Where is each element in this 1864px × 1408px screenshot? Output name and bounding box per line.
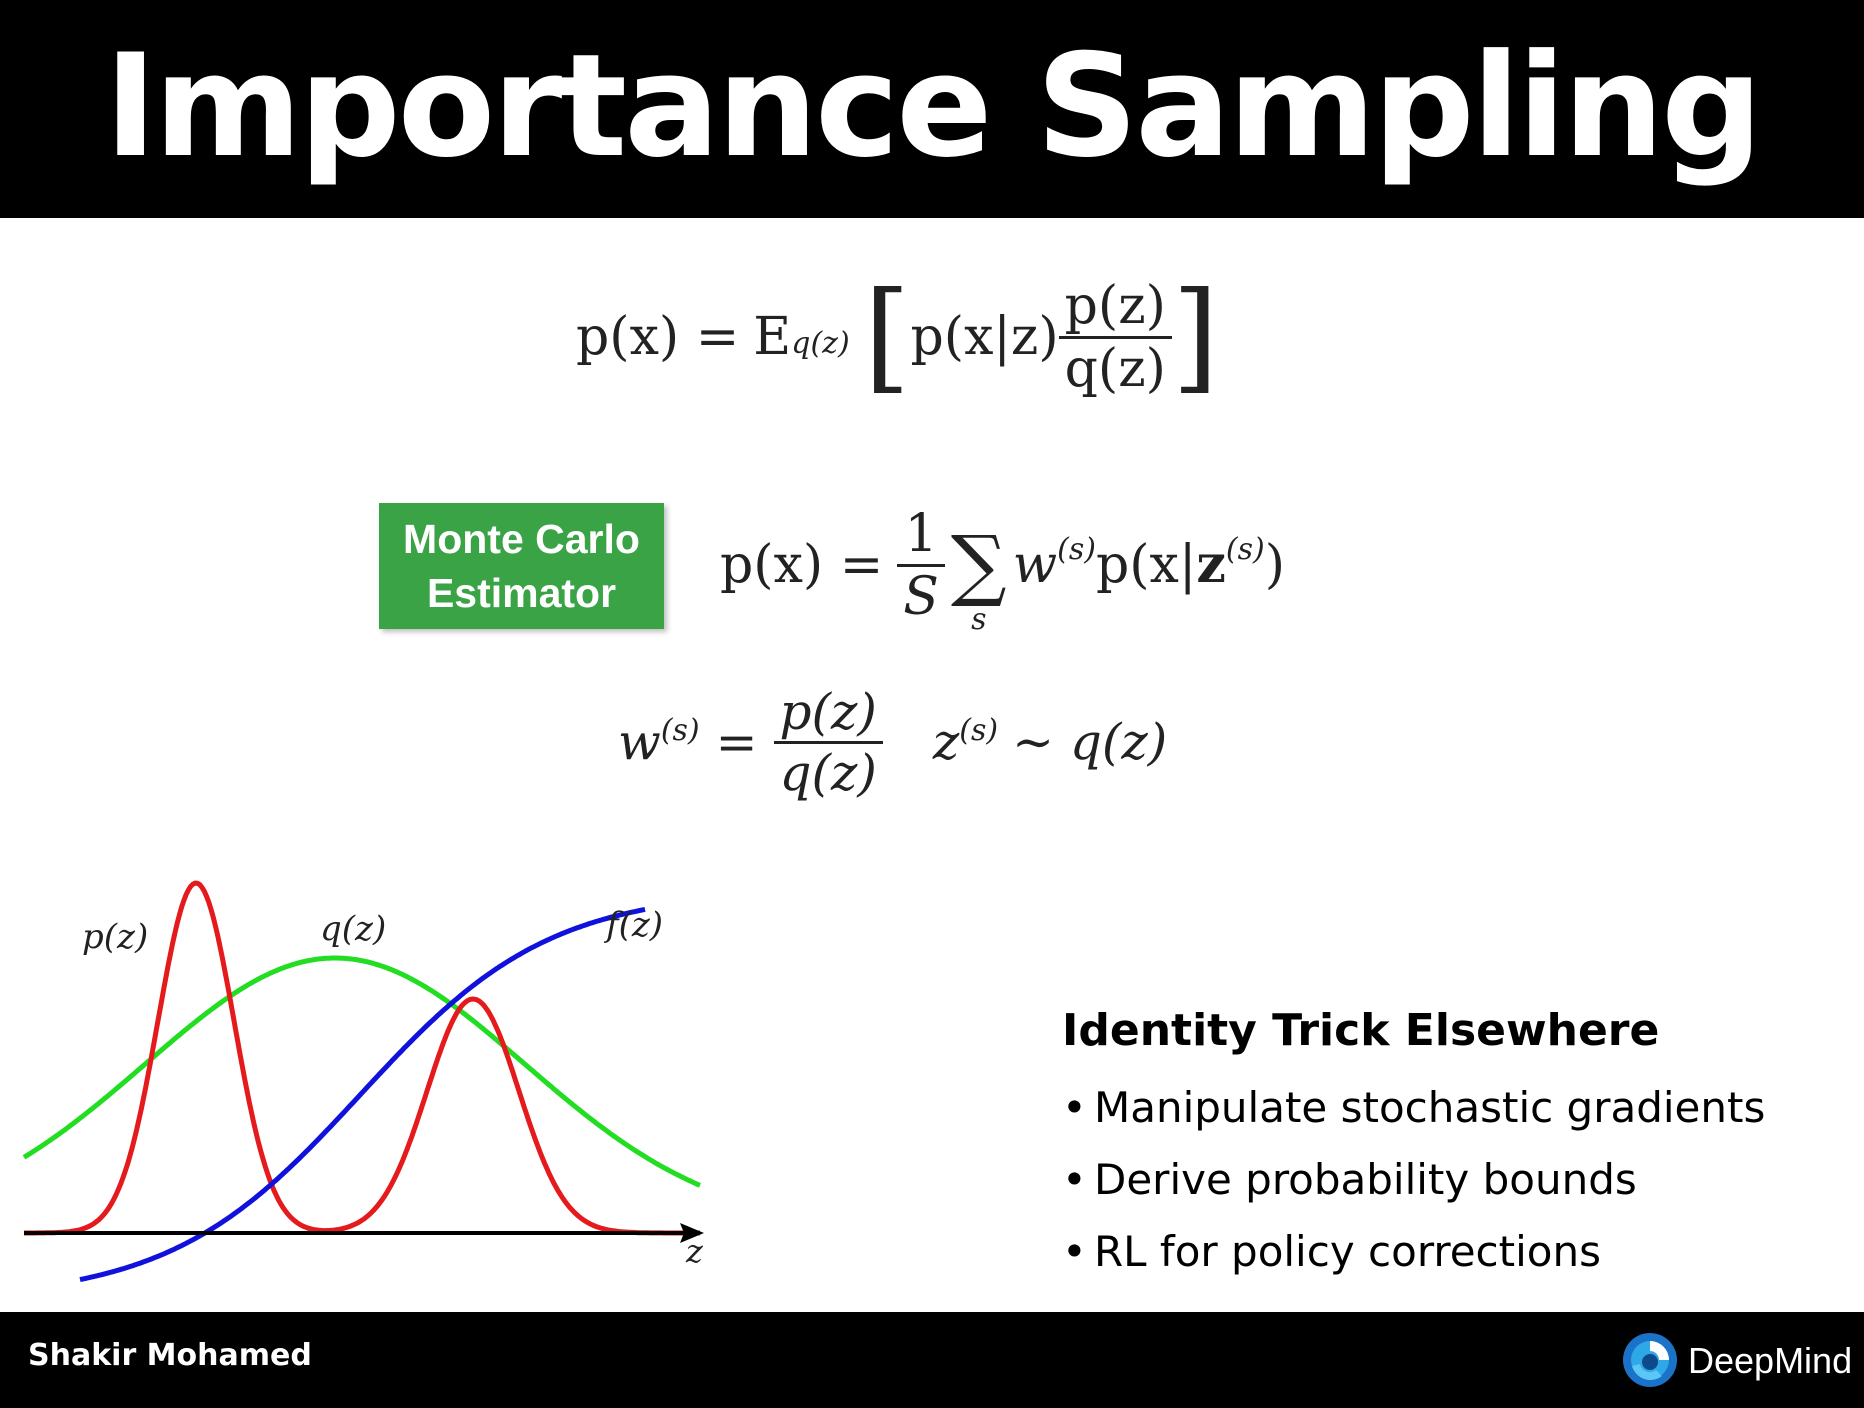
eq1-fraction: p(z) q(z) [1058,275,1172,399]
identity-trick-list: • Manipulate stochastic gradients • Derive… [1062,1072,1765,1288]
estimator-equation: p(x) = 1 S ∑ s w (s) p(x| z (s) ) [720,490,1285,640]
eq1-lhs: p(x) = [576,307,740,367]
list-item: • Manipulate stochastic gradients [1062,1083,1766,1132]
density-chart: p(z) q(z) f(z) z [22,880,704,1283]
monte-carlo-label: Monte Carlo Estimator [379,503,664,629]
eq2-sum-sub: s [971,602,987,637]
eq1-expectation: E [753,307,792,367]
eq2-z-sup: (s) [1225,532,1265,567]
q-curve-label: q(z) [320,909,386,949]
z-axis-label: z [685,1232,704,1270]
expectation-equation: p(x) = E q(z) [ p(x|z) p(z) q(z) ] [576,267,1219,406]
author-name: Shakir Mohamed [28,1338,312,1373]
p-curve-label: p(z) [82,917,148,957]
eq3-tilde: ∼ q(z) [1012,713,1168,771]
slide-title: Importance Sampling [104,24,1763,189]
list-item: • RL for policy corrections [1062,1227,1601,1276]
eq1-inner: p(x|z) [910,307,1059,367]
eq2-z: z [1196,534,1226,595]
f-curve [79,906,646,1283]
f-curve-label: f(z) [603,905,663,945]
eq2-S: S [897,563,945,627]
deepmind-logo-icon [1623,1333,1677,1387]
bullet-text: RL for policy corrections [1094,1227,1601,1276]
eq2-sum: ∑ [950,520,1007,610]
eq3-w-sup: (s) [660,713,700,748]
eq2-one: 1 [904,503,938,564]
mc-label-line1: Monte Carlo [403,516,640,562]
brand-name: DeepMind [1688,1340,1853,1381]
eq3-z-sup: (s) [959,713,999,748]
eq2-w-sup: (s) [1057,532,1096,567]
bullet-text: Manipulate stochastic gradients [1094,1083,1766,1132]
identity-trick-heading: Identity Trick Elsewhere [1062,1005,1660,1056]
eq3-denominator: q(z) [773,740,883,802]
title-bar [0,0,1864,218]
eq3-eq: = [715,713,758,771]
eq3-z: z [932,713,960,771]
eq2-lhs: p(x) = [720,535,884,595]
eq3-numerator: p(z) [779,682,877,741]
list-item: • Derive probability bounds [1062,1155,1637,1204]
eq3-fraction: p(z) q(z) [773,682,883,802]
eq1-denominator: q(z) [1058,335,1172,399]
eq3-w: w [618,713,661,771]
p-curve [24,880,700,1236]
eq1-numerator: p(z) [1064,275,1166,336]
eq1-subscript: q(z) [791,326,850,361]
z-axis-arrow [680,1223,704,1243]
q-curve [22,955,701,1188]
eq2-w: w [1012,535,1058,595]
bullet-text: Derive probability bounds [1094,1155,1637,1204]
eq2-px: p(x| [1095,535,1197,595]
eq2-close: ) [1264,535,1285,595]
footer-bar [0,1312,1864,1408]
eq2-fraction: 1 S [897,504,945,627]
weight-equation: w (s) = p(z) q(z) z (s) ∼ q(z) [618,672,1167,812]
mc-label-line2: Estimator [426,570,617,616]
